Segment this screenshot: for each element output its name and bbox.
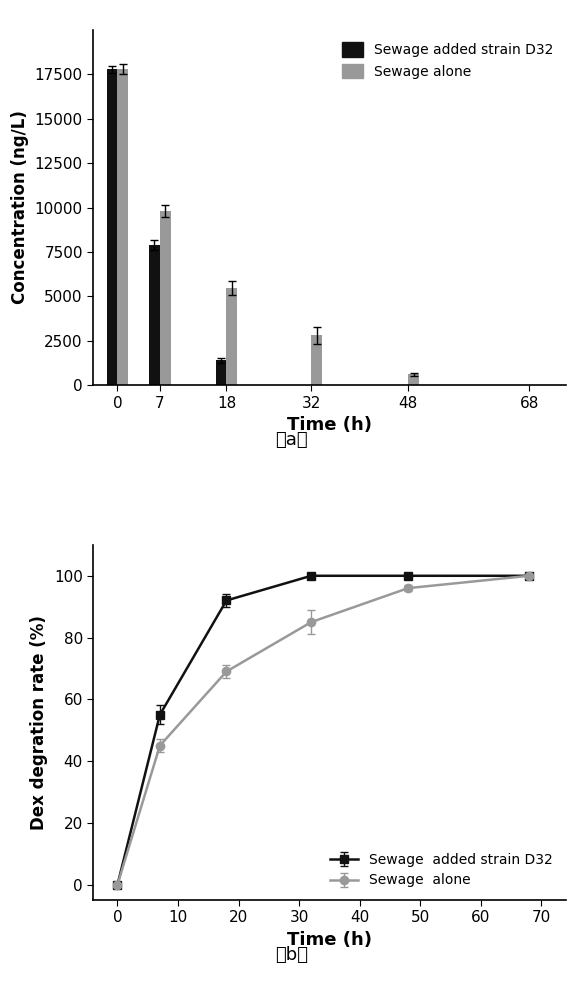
Bar xyxy=(107,69,118,385)
Bar xyxy=(226,288,237,385)
Y-axis label: Dex degration rate (%): Dex degration rate (%) xyxy=(30,615,48,830)
Bar xyxy=(160,211,171,385)
Legend: Sewage added strain D32, Sewage alone: Sewage added strain D32, Sewage alone xyxy=(336,37,559,85)
Legend: Sewage  added strain D32, Sewage  alone: Sewage added strain D32, Sewage alone xyxy=(325,847,559,893)
Bar xyxy=(311,335,322,385)
X-axis label: Time (h): Time (h) xyxy=(287,416,372,434)
Bar xyxy=(149,245,160,385)
Text: （a）: （a） xyxy=(275,431,308,449)
Bar xyxy=(216,360,226,385)
X-axis label: Time (h): Time (h) xyxy=(287,931,372,949)
Text: （b）: （b） xyxy=(275,946,308,964)
Bar xyxy=(408,374,419,385)
Y-axis label: Concentration (ng/L): Concentration (ng/L) xyxy=(11,111,29,304)
Bar xyxy=(118,69,128,385)
